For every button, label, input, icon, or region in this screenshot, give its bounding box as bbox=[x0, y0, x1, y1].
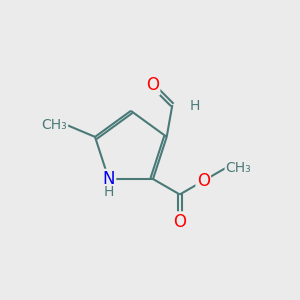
Text: N: N bbox=[103, 170, 115, 188]
Text: O: O bbox=[197, 172, 210, 190]
Text: CH₃: CH₃ bbox=[226, 161, 251, 175]
Text: H: H bbox=[189, 100, 200, 113]
Text: O: O bbox=[146, 76, 159, 94]
Text: CH₃: CH₃ bbox=[41, 118, 67, 132]
Text: O: O bbox=[173, 213, 186, 231]
Text: H: H bbox=[103, 185, 114, 199]
